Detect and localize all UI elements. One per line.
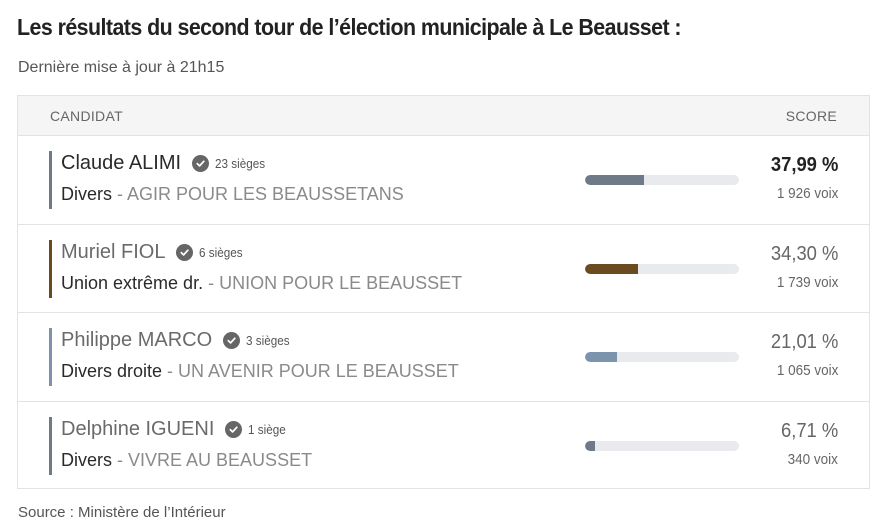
candidate-color-bar <box>49 416 52 475</box>
seats-count: 1 siège <box>248 421 287 437</box>
candidate-color-bar <box>49 328 52 386</box>
party-line: Divers droite - UN AVENIR POUR LE BEAUSS… <box>61 361 459 382</box>
seats-count: 3 sièges <box>246 333 290 348</box>
political-nuance: Divers <box>61 184 113 204</box>
score-bar <box>585 352 739 362</box>
score-bar <box>585 175 739 185</box>
seats-count: 23 sièges <box>215 156 266 171</box>
list-name: - AGIR POUR LES BEAUSSETANS <box>112 184 404 204</box>
candidate-name: Delphine IGUENI <box>61 417 215 440</box>
candidate-color-bar <box>49 239 52 298</box>
political-nuance: Divers <box>61 449 113 470</box>
list-name: - VIVRE AU BEAUSSET <box>112 449 313 470</box>
party-line: Divers - AGIR POUR LES BEAUSSETANS <box>61 184 404 205</box>
score-bar <box>585 440 739 451</box>
vote-count: 340 voix <box>787 450 838 468</box>
table-row: Philippe MARCO 3 sièges Divers droite - … <box>18 313 869 402</box>
score-bar-fill <box>585 352 618 362</box>
table-row: Muriel FIOL 6 sièges Union extrême dr. -… <box>18 225 869 313</box>
column-header-candidat: CANDIDAT <box>50 108 123 124</box>
candidate-name: Philippe MARCO <box>61 329 213 351</box>
check-circle-icon <box>225 420 243 438</box>
table-row: Delphine IGUENI 1 siège Divers - VIVRE A… <box>18 402 869 491</box>
table-header: CANDIDAT SCORE <box>18 96 869 136</box>
political-nuance: Divers droite <box>61 361 163 381</box>
candidate-name: Claude ALIMI <box>61 152 182 174</box>
candidate-color-bar <box>49 151 52 209</box>
vote-count: 1 926 voix <box>776 185 838 202</box>
political-nuance: Union extrême dr. <box>61 272 204 293</box>
page-title: Les résultats du second tour de l’électi… <box>17 14 682 40</box>
results-table: CANDIDAT SCORE Claude ALIMI 23 sièges Di… <box>17 95 870 489</box>
check-circle-icon <box>192 155 210 172</box>
vote-count: 1 739 voix <box>776 273 838 291</box>
check-circle-icon <box>223 332 241 349</box>
column-header-score: SCORE <box>785 108 837 124</box>
score-bar-fill <box>585 263 638 274</box>
score-bar-fill <box>585 440 596 451</box>
score-percent: 37,99 % <box>770 154 838 176</box>
list-name: - UN AVENIR POUR LE BEAUSSET <box>162 361 459 381</box>
source-note: Source : Ministère de l’Intérieur <box>18 504 226 521</box>
party-line: Divers - VIVRE AU BEAUSSET <box>61 450 312 471</box>
score-bar <box>585 263 739 274</box>
score-bar-fill <box>585 175 644 185</box>
candidate-name: Muriel FIOL <box>61 240 166 263</box>
score-percent: 21,01 % <box>770 331 838 353</box>
score-percent: 6,71 % <box>780 419 838 442</box>
vote-count: 1 065 voix <box>776 362 838 379</box>
party-line: Union extrême dr. - UNION POUR LE BEAUSS… <box>61 273 462 294</box>
last-update: Dernière mise à jour à 21h15 <box>18 59 225 76</box>
seats-count: 6 sièges <box>199 244 244 260</box>
score-percent: 34,30 % <box>770 242 838 265</box>
check-circle-icon <box>176 243 194 261</box>
table-row: Claude ALIMI 23 sièges Divers - AGIR POU… <box>18 136 869 225</box>
list-name: - UNION POUR LE BEAUSSET <box>203 272 463 293</box>
